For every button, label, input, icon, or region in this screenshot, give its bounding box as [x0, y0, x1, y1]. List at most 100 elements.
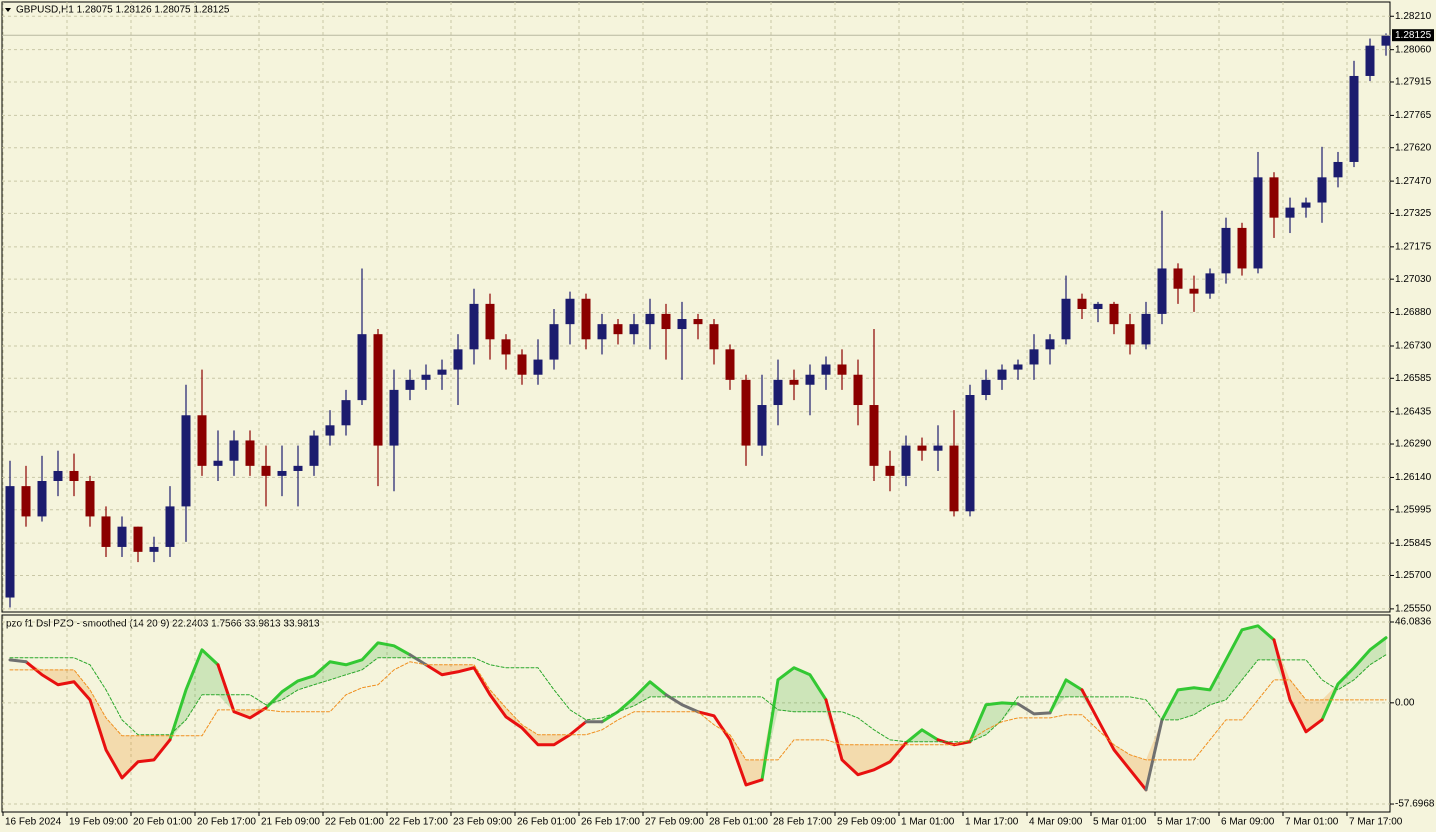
chart-title: GBPUSD,H1 1.28075 1.28126 1.28075 1.2812…: [16, 5, 230, 16]
candle-body: [1125, 324, 1135, 345]
candle-body: [453, 349, 463, 370]
y-tick-label: 1.27765: [1395, 110, 1432, 121]
x-tick-label: 26 Feb 01:00: [517, 817, 576, 828]
x-tick-label: 21 Feb 09:00: [261, 817, 320, 828]
candle-body: [789, 379, 799, 385]
candle-body: [197, 415, 207, 466]
candle-body: [325, 425, 335, 436]
y-tick-label: 1.27175: [1395, 241, 1432, 252]
y-tick-label: 0.00: [1395, 697, 1415, 708]
indicator-line: [8, 653, 1164, 792]
candle-body: [1253, 177, 1263, 269]
x-tick-label: 1 Mar 17:00: [965, 817, 1019, 828]
candle-body: [885, 465, 895, 476]
candle-body: [405, 379, 415, 390]
candle-body: [1173, 268, 1183, 289]
candle-body: [309, 435, 319, 466]
candle-body: [581, 298, 591, 340]
candle-body: [1157, 268, 1167, 314]
candle-body: [917, 445, 927, 451]
candle-body: [1141, 313, 1151, 345]
candle-body: [997, 369, 1007, 380]
candle-body: [741, 379, 751, 446]
candle-body: [517, 354, 527, 375]
menu-triangle[interactable]: [5, 8, 11, 12]
candle-body: [981, 379, 991, 396]
y-tick-label: 1.28210: [1395, 11, 1432, 22]
candle-body: [869, 405, 879, 466]
candle-body: [165, 506, 175, 547]
candle-body: [837, 364, 847, 375]
current-price-label: 1.28125: [1395, 30, 1432, 41]
candle-body: [1045, 339, 1055, 350]
y-tick-label: 1.28060: [1395, 44, 1432, 55]
y-tick-label: 1.27325: [1395, 208, 1432, 219]
y-tick-label: 1.26290: [1395, 439, 1432, 450]
candle-body: [293, 465, 303, 471]
current-price-box: [1392, 29, 1434, 42]
candle-body: [373, 334, 383, 446]
candle-body: [21, 486, 31, 517]
y-tick-label: 1.25995: [1395, 504, 1432, 515]
candle-body: [213, 460, 223, 466]
candle-body: [965, 395, 975, 512]
candle-body: [1093, 303, 1103, 310]
y-tick-label: 1.26730: [1395, 341, 1432, 352]
candle-body: [501, 339, 511, 355]
y-tick-label: -57.6968: [1395, 799, 1435, 810]
candle-body: [389, 389, 399, 446]
x-tick-label: 1 Mar 01:00: [901, 817, 955, 828]
candle-body: [1205, 273, 1215, 294]
price-panel-frame: [1, 1, 1391, 613]
x-tick-label: 28 Feb 17:00: [773, 817, 832, 828]
candle-body: [597, 324, 607, 340]
candle-body: [357, 334, 367, 401]
candle-body: [1365, 45, 1375, 76]
indicator-line: [24, 638, 1324, 792]
y-tick-label: 1.25845: [1395, 538, 1432, 549]
candle-body: [37, 480, 47, 517]
candle-body: [1381, 35, 1391, 46]
candle-body: [229, 440, 239, 461]
x-tick-label: 19 Feb 09:00: [69, 817, 128, 828]
signal-line: [9, 654, 1387, 743]
y-tick-label: 1.27915: [1395, 77, 1432, 88]
x-tick-label: 27 Feb 09:00: [645, 817, 704, 828]
x-tick-label: 7 Mar 17:00: [1349, 817, 1403, 828]
x-tick-label: 20 Feb 17:00: [197, 817, 256, 828]
candle-body: [533, 359, 543, 375]
candle-body: [277, 470, 287, 476]
candle-body: [709, 324, 719, 350]
x-tick-label: 6 Mar 09:00: [1221, 817, 1275, 828]
candle-body: [1349, 75, 1359, 162]
candle-body: [1013, 364, 1023, 370]
candle-body: [341, 400, 351, 426]
indicator-title: pzo f1 Dsl PZO - smoothed (14 20 9) 22.2…: [6, 619, 320, 630]
candle-body: [853, 374, 863, 406]
candle-body: [53, 470, 63, 481]
indicator-panel-frame: [1, 614, 1391, 813]
x-tick-label: 4 Mar 09:00: [1029, 817, 1083, 828]
y-tick-label: 1.26880: [1395, 307, 1432, 318]
candle-body: [901, 445, 911, 476]
candle-body: [805, 374, 815, 385]
candle-body: [1077, 298, 1087, 310]
x-tick-label: 5 Mar 01:00: [1093, 817, 1147, 828]
candle-body: [933, 445, 943, 451]
candle-body: [485, 303, 495, 340]
x-tick-label: 29 Feb 09:00: [837, 817, 896, 828]
y-tick-label: 1.26140: [1395, 472, 1432, 483]
y-tick-label: 1.27470: [1395, 176, 1432, 187]
candle-body: [69, 470, 79, 481]
x-tick-label: 26 Feb 17:00: [581, 817, 640, 828]
y-tick-label: 1.25550: [1395, 604, 1432, 615]
candle-body: [821, 364, 831, 375]
candle-body: [1333, 161, 1343, 178]
candle-body: [421, 374, 431, 380]
candle-body: [5, 486, 15, 598]
candle-body: [677, 319, 687, 330]
x-tick-label: 22 Feb 17:00: [389, 817, 448, 828]
y-tick-label: 1.27030: [1395, 274, 1432, 285]
candle-body: [437, 369, 447, 375]
